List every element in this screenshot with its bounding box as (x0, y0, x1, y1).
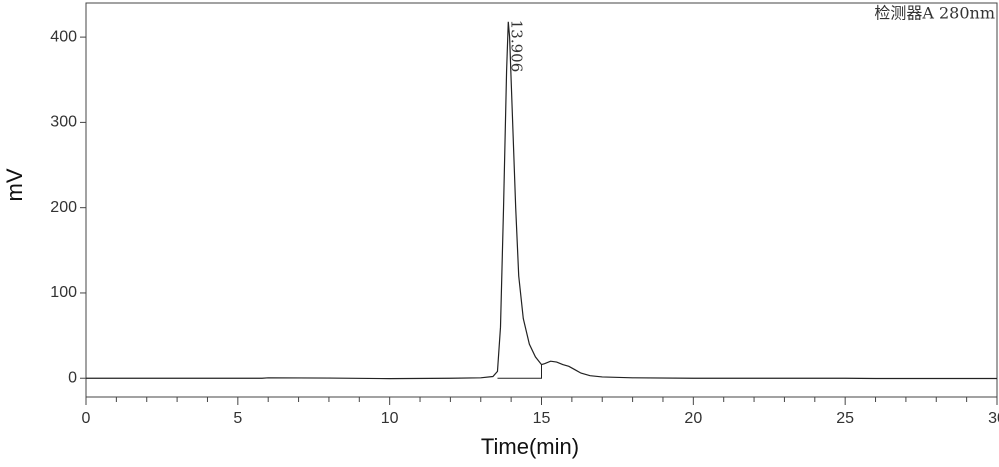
y-tick-label: 100 (50, 284, 77, 301)
trace-line (86, 21, 997, 380)
x-axis-title: Time(min) (481, 434, 579, 459)
integration-baseline (497, 364, 542, 379)
x-tick-label: 5 (233, 410, 242, 427)
x-tick-label: 0 (82, 410, 91, 427)
x-tick-label: 30 (988, 410, 999, 427)
x-tick-label: 15 (533, 410, 551, 427)
y-tick-label: 0 (68, 369, 77, 386)
x-tick-label: 20 (684, 410, 702, 427)
x-tick-label: 25 (836, 410, 854, 427)
detector-label: 检测器A 280nm (874, 4, 995, 23)
plot-frame (85, 2, 998, 398)
peak-label: 13.906 (507, 20, 525, 72)
y-tick-label: 300 (50, 114, 77, 131)
y-axis-title: mV (2, 168, 27, 201)
y-tick-label: 400 (50, 28, 77, 45)
y-tick-label: 200 (50, 199, 77, 216)
x-tick-label: 10 (381, 410, 399, 427)
